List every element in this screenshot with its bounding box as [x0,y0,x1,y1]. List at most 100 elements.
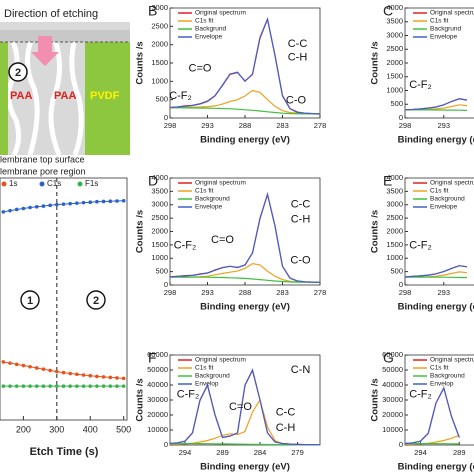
y-tick-label: 2000 [151,40,168,49]
x-tick-label: 293 [201,121,214,130]
pvdf-label: PVDF [90,90,120,102]
point [48,368,52,373]
legend-swatch [77,181,83,187]
spectrum-line [169,368,321,446]
y-tick-label: 4000 [151,173,168,182]
y-tick-label: 2000 [386,58,403,67]
paa-label: PAA [54,90,76,102]
legend-label: Background [195,196,230,203]
legend-label: Background [430,373,465,380]
peak-label: C-F₂ [174,239,197,251]
y-tick-label: 500 [155,267,168,276]
peak-label: C-F₂ [409,389,432,401]
point [61,202,66,206]
point [61,370,66,375]
x-tick-label: 500 [116,424,131,434]
x-axis-label: Binding energy (eV) [200,302,290,313]
series-line [3,361,124,379]
x-tick-label: 284 [254,448,267,457]
y-tick-label: 1500 [386,240,403,249]
panel-label: C [383,3,393,19]
y-tick-label: 2500 [386,44,403,53]
x-tick-label: 200 [16,424,31,434]
y-tick-label: 40000 [147,380,168,389]
y-tick-label: 60000 [147,350,168,359]
y-tick-label: 50000 [382,365,403,374]
spectrum-line [404,386,460,445]
pvdf-strip [0,42,8,155]
legend-label: C1s fit [430,18,449,25]
x-tick-label: 298 [164,121,177,130]
x-axis-label: Binding energy (eV) [398,135,474,146]
legend-label: C1s fit [430,365,449,372]
y-tick-label: 4000 [386,3,403,12]
point [121,376,126,381]
x-tick-label: 283 [276,288,289,297]
point [55,202,59,207]
etch-arrow [31,36,59,66]
point [14,207,19,212]
y-tick-label: 500 [390,267,403,276]
point [21,363,26,368]
x-tick-label: 298 [399,288,412,297]
point [28,205,32,210]
y-tick-label: 3000 [151,3,168,12]
plot-area [0,177,128,421]
point [95,199,99,204]
y-tick-label: 0 [399,280,403,289]
point [101,384,106,388]
y-tick-label: 3000 [386,30,403,39]
legend-swatch [1,181,7,187]
y-tick-label: 2500 [151,213,168,222]
x-axis-label: Binding energy (eV) [200,135,290,146]
legend-label: C1s fit [430,188,449,195]
peak-label: C-H [288,51,308,63]
x-tick-label: 278 [314,288,327,297]
x-tick-label: 288 [239,121,252,130]
point [115,376,119,380]
spectrum-line [404,98,468,111]
spectrum-line [169,107,321,115]
y-tick-label: 1000 [386,85,403,94]
spectrum-line [404,265,468,278]
legend-label: Background [430,196,465,203]
point [88,384,93,388]
spectrum-line [169,16,321,115]
peak-label: C-F₂ [169,90,192,102]
point [115,384,119,388]
point [121,198,126,203]
x-tick-label: 293 [201,288,214,297]
x-tick-label: 298 [399,121,412,130]
legend-label: Original spectrum [430,357,474,364]
point [28,384,32,388]
legend-label: C1s fit [195,18,214,25]
point [121,384,126,388]
point [14,384,19,388]
step-circle [8,62,28,82]
step-label: 2 [15,67,21,79]
peak-label: C=O [229,401,252,413]
membrane-diagram: Direction of etching 2 PAA PAA PVDF lemb… [0,8,130,176]
y-tick-label: 500 [155,95,168,104]
point [75,372,79,377]
legend-swatch [39,181,45,187]
legend-label: Original spectrum [195,180,246,187]
y-tick-label: 30000 [147,395,168,404]
point [1,384,6,388]
y-axis-label: Counts /s [370,41,381,84]
panel-label: D [148,173,158,189]
y-tick-label: 60000 [382,350,403,359]
legend-label: Envelope [195,204,222,211]
y-tick-label: 3000 [386,200,403,209]
note: lembrane pore region [0,166,86,176]
diagram-title: Direction of etching [4,8,98,20]
legend-label: Original spectrum [195,357,246,364]
y-tick-label: 500 [390,99,403,108]
y-axis-label: Counts /s [135,41,146,84]
point [34,204,39,209]
x-tick-label: 289 [216,448,229,457]
region-label: 2 [93,295,99,307]
legend-label: C1s [47,179,61,188]
peak-label: C-C [291,199,311,211]
